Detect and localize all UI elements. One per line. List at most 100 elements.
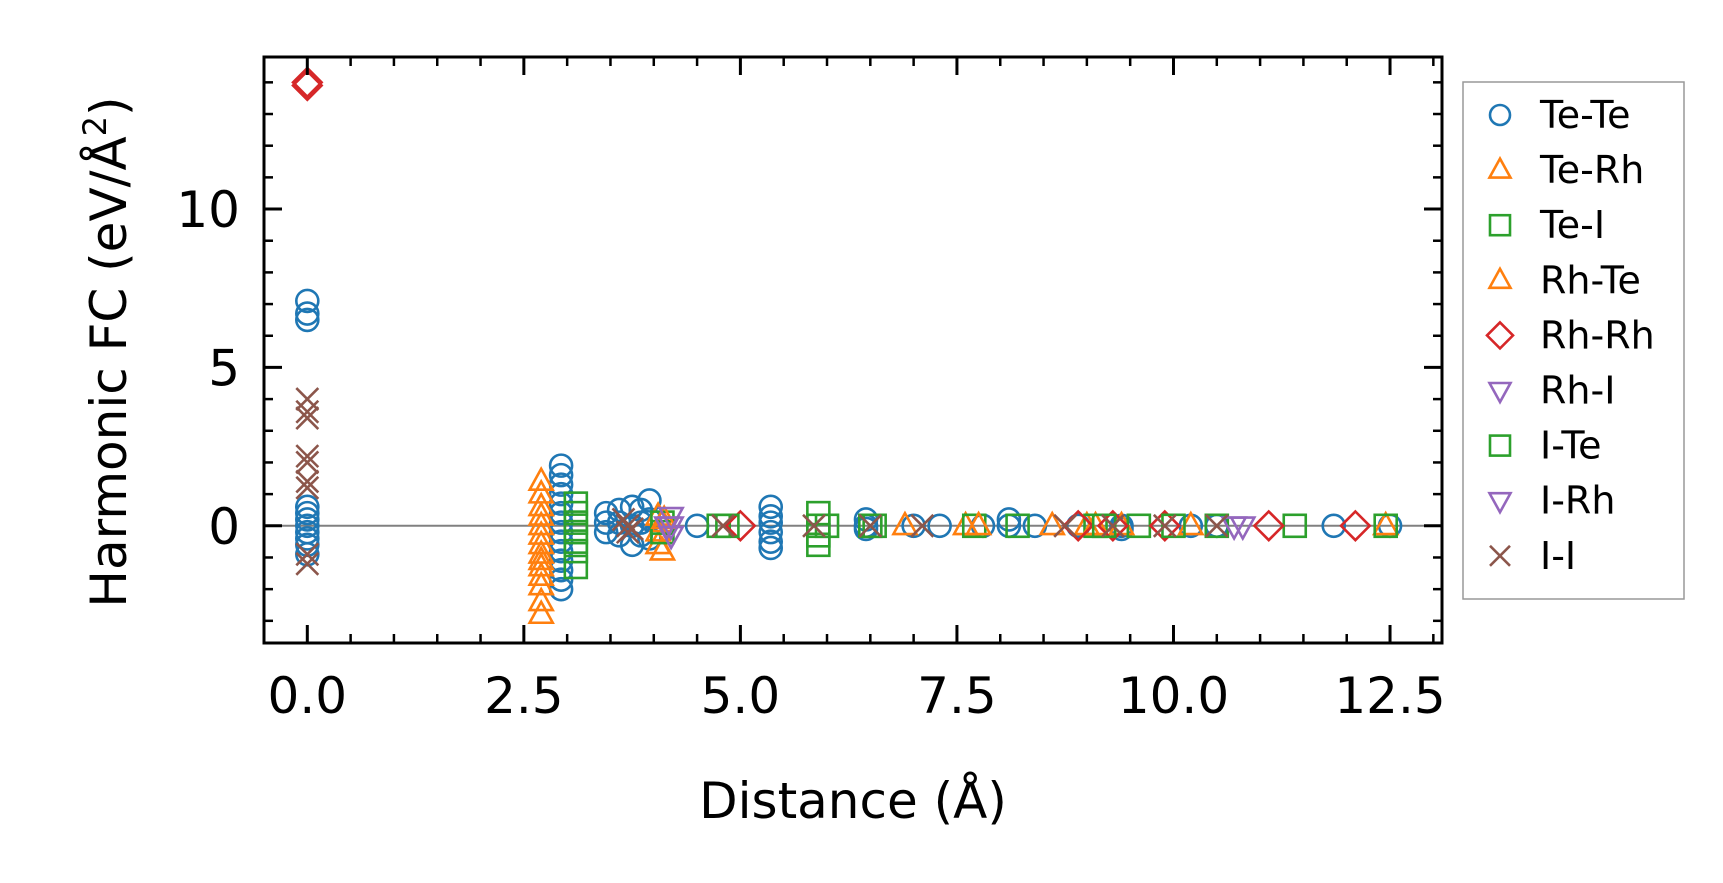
point-te-te xyxy=(548,462,574,488)
point-te-te xyxy=(758,529,784,554)
point-i-i xyxy=(620,517,645,541)
point-i-i xyxy=(295,406,320,431)
point-te-te xyxy=(295,301,320,326)
point-i-i-stroke xyxy=(295,406,320,431)
point-rh-rh xyxy=(291,66,324,99)
point-i-te xyxy=(814,513,840,539)
point-i-i xyxy=(1100,513,1125,538)
point-te-te xyxy=(1321,513,1347,539)
plot-frame xyxy=(262,55,1444,645)
legend-marker-rh-rh xyxy=(1485,320,1515,351)
point-te-te xyxy=(548,510,574,535)
legend-label-rh-te: Rh-Te xyxy=(1540,258,1641,302)
point-i-i xyxy=(1053,513,1078,538)
point-te-te xyxy=(758,494,784,520)
legend-label-te-te: Te-Te xyxy=(1539,93,1631,137)
point-te-te xyxy=(295,494,320,520)
point-te-te xyxy=(548,538,574,564)
point-te-rh xyxy=(1038,510,1066,536)
legend-marker-te-rh xyxy=(1487,155,1513,179)
point-te-te xyxy=(853,516,879,542)
plot-area-background xyxy=(264,57,1442,643)
point-te-te xyxy=(996,507,1022,532)
y-tick-label: 5 xyxy=(208,339,240,397)
point-i-i-stroke xyxy=(295,450,320,475)
data-markers xyxy=(291,66,1403,625)
point-te-te xyxy=(548,500,574,526)
legend-marker-i-i-stroke xyxy=(1489,544,1511,567)
legend-marker-i-rh xyxy=(1487,491,1513,515)
point-te-rh xyxy=(527,545,555,571)
point-te-te xyxy=(758,503,784,529)
x-tick-label: 5.0 xyxy=(701,667,781,725)
point-i-i-stroke xyxy=(295,387,320,412)
x-tick-label: 0.0 xyxy=(268,667,348,725)
point-i-i-stroke xyxy=(802,513,826,538)
point-i-i-stroke xyxy=(910,513,935,538)
point-i-i xyxy=(295,399,320,424)
point-te-te xyxy=(593,519,619,545)
point-te-te xyxy=(548,453,574,478)
point-i-i-stroke xyxy=(295,444,320,469)
point-i-rh xyxy=(1220,516,1248,542)
point-i-i xyxy=(295,551,320,576)
point-te-rh xyxy=(527,599,555,625)
point-te-te xyxy=(295,307,320,333)
legend-label-i-i: I-I xyxy=(1540,534,1576,578)
legend-marker-i-i xyxy=(1489,544,1511,567)
legend-marker-te-te xyxy=(1488,103,1512,127)
point-i-rh xyxy=(653,516,681,542)
legend-label-i-te: I-Te xyxy=(1540,424,1602,468)
point-i-i xyxy=(802,513,826,538)
point-rh-rh xyxy=(291,69,324,102)
legend-marker-rh-i xyxy=(1487,381,1513,405)
point-i-i-stroke xyxy=(711,513,735,538)
point-i-te xyxy=(1373,513,1398,539)
point-rh-rh xyxy=(724,509,757,542)
x-tick-label: 2.5 xyxy=(484,667,564,725)
point-te-i xyxy=(1005,513,1030,539)
point-te-i xyxy=(806,532,831,558)
point-i-i-stroke xyxy=(295,551,320,576)
point-i-te xyxy=(715,513,740,539)
point-i-i xyxy=(858,513,883,538)
point-i-i xyxy=(295,387,320,412)
point-i-te xyxy=(1161,513,1186,539)
point-rh-te xyxy=(1371,510,1400,536)
point-te-i xyxy=(563,554,589,580)
legend-label-rh-rh: Rh-Rh xyxy=(1540,313,1655,357)
point-te-te xyxy=(295,526,320,551)
legend-marker-te-i xyxy=(1488,213,1512,237)
point-i-i xyxy=(295,542,320,567)
legend-marker-i-te xyxy=(1488,434,1512,457)
point-te-te xyxy=(758,519,784,545)
point-rh-rh xyxy=(1339,509,1372,542)
point-i-i-stroke xyxy=(1204,513,1229,538)
legend-label-te-i: Te-I xyxy=(1539,203,1605,247)
point-te-te xyxy=(548,481,574,507)
x-tick-label: 12.5 xyxy=(1334,667,1445,725)
point-te-te xyxy=(295,500,320,526)
point-te-te xyxy=(901,513,926,539)
point-i-i xyxy=(711,513,735,538)
point-te-te xyxy=(548,529,574,554)
point-te-te xyxy=(295,288,320,314)
y-tick-label: 0 xyxy=(208,498,240,556)
point-i-i-stroke xyxy=(620,517,645,541)
point-i-i-stroke xyxy=(1100,513,1125,538)
y-tick-label: 10 xyxy=(176,181,240,239)
point-te-te xyxy=(548,519,574,545)
point-i-te xyxy=(858,513,883,539)
point-te-te xyxy=(927,513,952,539)
point-rh-te xyxy=(964,510,993,536)
point-i-i-stroke xyxy=(295,542,320,567)
point-te-rh xyxy=(527,466,555,492)
y-axis-label: Harmonic FC (eV/Å2) xyxy=(76,96,138,607)
x-tick-label: 10.0 xyxy=(1118,667,1229,725)
legend-marker-rh-te xyxy=(1487,266,1513,290)
point-te-rh xyxy=(527,586,555,612)
y-axis-label-superscript: 2 xyxy=(76,116,114,136)
y-axis-label-close: ) xyxy=(80,96,138,116)
point-i-i xyxy=(910,513,935,538)
